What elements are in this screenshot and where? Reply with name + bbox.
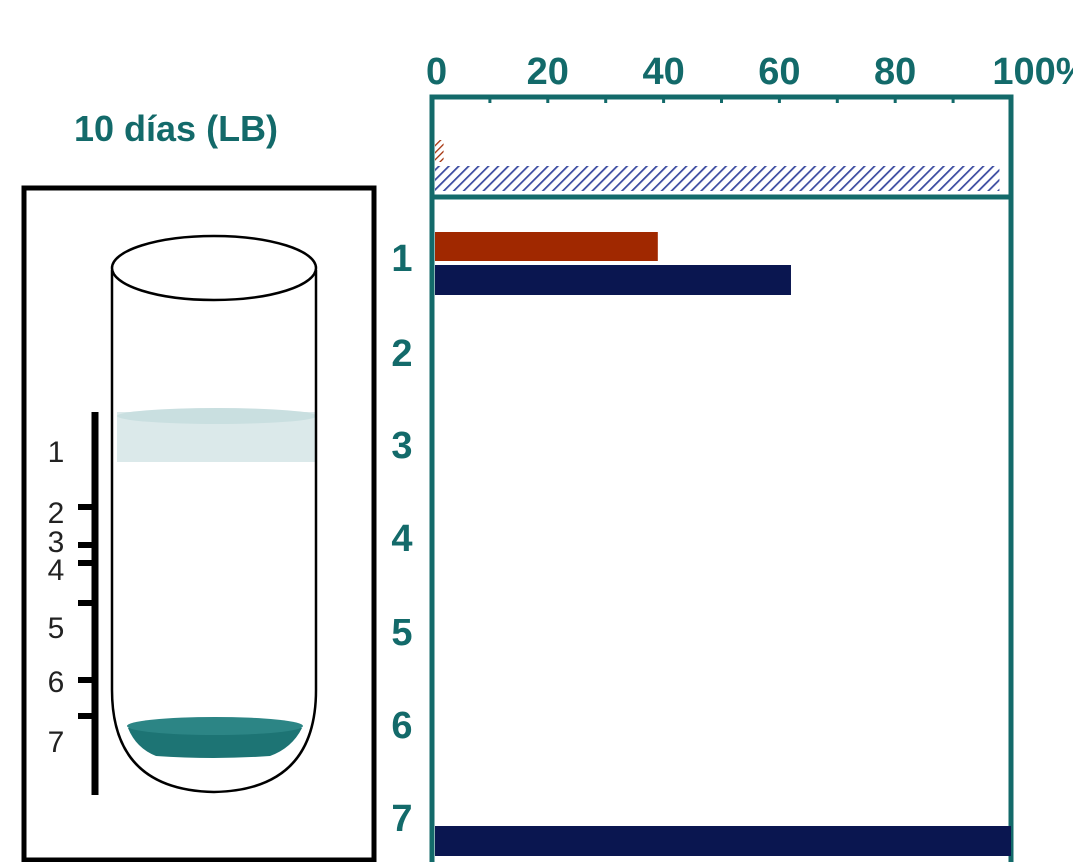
tube-scale-label-1: 1 — [48, 436, 65, 469]
tube-scale-label-7: 7 — [48, 726, 65, 759]
x-axis-tick-labels: 0 20 40 60 80 100% — [426, 51, 1073, 93]
x-axis-tick-label: 60 — [758, 51, 800, 93]
category-label-7: 7 — [391, 798, 412, 840]
x-axis-tick-label: 40 — [642, 51, 684, 93]
panel-title: 10 días (LB) — [74, 108, 279, 149]
reference-bar-blue — [435, 166, 1000, 191]
bar-red-1 — [435, 232, 658, 261]
x-axis-tick-label: 80 — [874, 51, 916, 93]
x-axis-tick-label: 100% — [992, 51, 1073, 93]
tube-rim — [110, 234, 318, 302]
tube-body — [110, 270, 318, 794]
y-axis-category-labels: 1 2 3 4 5 6 7 — [391, 238, 412, 840]
bar-navy-7 — [435, 826, 1011, 856]
tube-scale-label-4: 4 — [48, 554, 65, 587]
bar-navy-1 — [435, 265, 791, 295]
category-label-1: 1 — [391, 238, 412, 280]
chart: 0 20 40 60 80 100% 1 2 3 4 5 6 7 — [391, 51, 1073, 862]
tube-scale-label-2: 2 — [48, 497, 65, 530]
category-label-2: 2 — [391, 333, 412, 375]
tube-panel: 1 234 5 6 7 — [21, 185, 377, 862]
reference-bar-red — [435, 140, 444, 162]
data-bars — [435, 232, 1011, 856]
category-label-6: 6 — [391, 705, 412, 747]
figure-label: g — [0, 0, 22, 12]
x-axis-tick-label: 0 — [426, 51, 447, 93]
tube-band-upper-top — [117, 408, 317, 424]
tube-scale-label-6: 6 — [48, 666, 65, 699]
chart-frames — [429, 94, 1014, 862]
category-label-5: 5 — [391, 612, 412, 654]
tube-scale-label-3: 3 — [48, 526, 65, 559]
reference-bars — [435, 140, 1000, 191]
tube-frame — [21, 185, 377, 862]
category-label-4: 4 — [391, 518, 412, 560]
tube-scale-label-5: 5 — [48, 612, 65, 645]
tube-scale: 1 234 5 6 7 — [48, 436, 97, 759]
tube-band-lower-top — [127, 717, 303, 735]
x-axis-tick-label: 20 — [527, 51, 569, 93]
category-label-3: 3 — [391, 425, 412, 467]
